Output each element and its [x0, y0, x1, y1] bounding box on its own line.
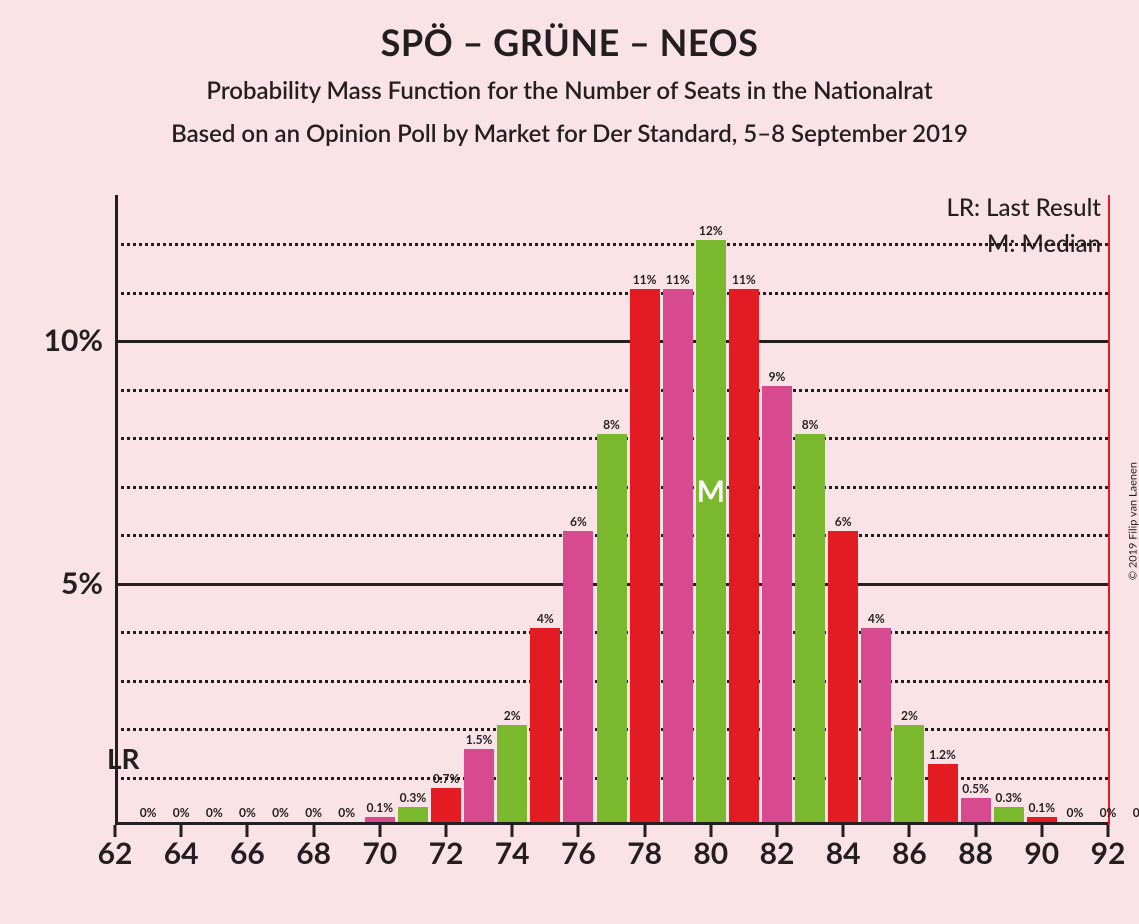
copyright: © 2019 Filip van Laenen — [1127, 462, 1139, 580]
bar-label: 0% — [1100, 805, 1117, 822]
y-tick-label: 10% — [44, 322, 103, 358]
x-tick-label: 88 — [958, 825, 993, 871]
bar-label: 8% — [603, 417, 620, 434]
bar: 0.7% — [431, 788, 461, 822]
bar-label: 0% — [338, 805, 355, 822]
bar-label: 0% — [173, 805, 190, 822]
bar: 0.5% — [961, 798, 991, 822]
chart-subtitle2: Based on an Opinion Poll by Market for D… — [0, 119, 1139, 148]
x-tick-label: 90 — [1024, 825, 1059, 871]
bar-label: 11% — [633, 272, 657, 289]
chart-area: 5%10%0%0%0%0%0%0%0%0.1%0.3%0.7%1.5%2%4%6… — [115, 195, 1108, 825]
bar: 12%M — [696, 240, 726, 822]
bar-label: 0.1% — [1028, 800, 1055, 817]
x-tick-label: 76 — [561, 825, 596, 871]
bar-label: 0% — [1066, 805, 1083, 822]
last-result-label: LR — [107, 741, 140, 775]
bar: 2% — [497, 725, 527, 822]
x-tick-label: 66 — [230, 825, 265, 871]
bar-label: 8% — [802, 417, 819, 434]
bar: 11% — [630, 289, 660, 822]
bar-label: 1.5% — [466, 732, 493, 749]
bar-label: 0% — [140, 805, 157, 822]
bar-label: 0.7% — [433, 771, 460, 788]
x-tick-label: 62 — [98, 825, 133, 871]
bar-label: 11% — [666, 272, 690, 289]
chart-title: SPÖ – GRÜNE – NEOS — [0, 20, 1139, 64]
bar-label: 0% — [1133, 805, 1139, 822]
plot: 5%10%0%0%0%0%0%0%0%0.1%0.3%0.7%1.5%2%4%6… — [115, 195, 1108, 825]
last-result-line — [1108, 195, 1110, 825]
median-marker: M — [697, 473, 725, 509]
chart-subtitle: Probability Mass Function for the Number… — [0, 76, 1139, 105]
bar-label: 11% — [732, 272, 756, 289]
gridline — [115, 340, 1108, 343]
x-tick-label: 78 — [627, 825, 662, 871]
x-tick-label: 86 — [892, 825, 927, 871]
y-tick-label: 5% — [61, 565, 103, 601]
bar: 9% — [762, 386, 792, 822]
bar-label: 6% — [835, 514, 852, 531]
bar-label: 0% — [239, 805, 256, 822]
bar-label: 4% — [537, 611, 554, 628]
bar-label: 0% — [206, 805, 223, 822]
bar: 2% — [894, 725, 924, 822]
bar-label: 0.3% — [995, 790, 1022, 807]
x-tick-label: 82 — [760, 825, 795, 871]
x-tick-label: 72 — [429, 825, 464, 871]
bar: 6% — [828, 531, 858, 822]
x-tick-label: 92 — [1091, 825, 1126, 871]
bar-label: 6% — [570, 514, 587, 531]
bar: 0.3% — [994, 807, 1024, 822]
bar: 0.3% — [398, 807, 428, 822]
x-tick-label: 84 — [826, 825, 861, 871]
bar-label: 0% — [272, 805, 289, 822]
bar: 1.2% — [928, 764, 958, 822]
bar-label: 0.5% — [962, 781, 989, 798]
bar-label: 0% — [305, 805, 322, 822]
bar-label: 2% — [901, 708, 918, 725]
x-tick-label: 64 — [164, 825, 199, 871]
bar-label: 2% — [504, 708, 521, 725]
x-tick-label: 68 — [296, 825, 331, 871]
bar-label: 1.2% — [929, 747, 956, 764]
x-tick-label: 70 — [362, 825, 397, 871]
bar-label: 0.1% — [366, 800, 393, 817]
bar: 8% — [597, 434, 627, 822]
bar: 6% — [563, 531, 593, 822]
gridline — [115, 243, 1108, 246]
bar: 0.1% — [365, 817, 395, 822]
bar-label: 0.3% — [400, 790, 427, 807]
bar-label: 4% — [868, 611, 885, 628]
bar: 1.5% — [464, 749, 494, 822]
bar: 8% — [795, 434, 825, 822]
bar-label: 12% — [699, 223, 723, 240]
x-tick-label: 74 — [495, 825, 530, 871]
bar: 4% — [861, 628, 891, 822]
gridline — [115, 292, 1108, 295]
bar: 11% — [729, 289, 759, 822]
gridline — [115, 389, 1108, 392]
bar: 4% — [530, 628, 560, 822]
bar: 11% — [663, 289, 693, 822]
bar: 0.1% — [1027, 817, 1057, 822]
x-tick-label: 80 — [693, 825, 728, 871]
bar-label: 9% — [769, 369, 786, 386]
